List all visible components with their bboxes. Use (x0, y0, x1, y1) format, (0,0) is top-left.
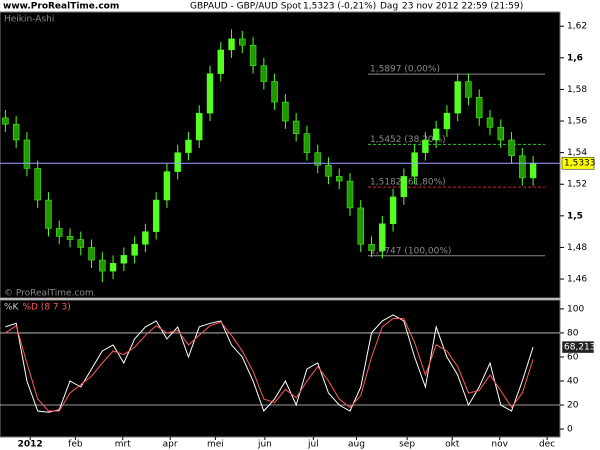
candle-body (185, 139, 192, 153)
candle-body (303, 133, 311, 153)
candle-body (529, 162, 537, 179)
candle-body (389, 196, 397, 224)
y-tick-label: 100 (567, 304, 584, 314)
y-tick-label: 40 (567, 376, 579, 386)
candle-body (77, 239, 84, 248)
stochastic-line (5, 314, 534, 413)
candle-body (260, 65, 268, 82)
candle-body (217, 49, 224, 74)
candle-body (476, 97, 483, 119)
candle-body (486, 117, 494, 128)
candle-body (508, 139, 515, 157)
y-tick-label: 1,5 (567, 211, 583, 221)
x-tick-label: dec (539, 440, 555, 450)
fib-label: 1,5182 (61,80%) (370, 178, 446, 188)
candle-body (346, 180, 354, 209)
x-tick-label: nov (491, 440, 508, 450)
value-box (561, 340, 595, 354)
watermark: © ProRealTime.com (4, 289, 94, 299)
candle-body (174, 152, 181, 172)
candle-body (432, 128, 440, 141)
y-tick-label: 1,54 (567, 148, 587, 158)
x-tick-label: sep (399, 440, 415, 450)
y-tick-label: 80 (567, 328, 579, 338)
candle-body (228, 38, 235, 51)
value-box-label: 68,213 (564, 343, 596, 353)
candle-body (249, 44, 257, 66)
stochastic-line (5, 318, 534, 412)
y-tick-label: 1,58 (567, 85, 587, 95)
candle-body (66, 236, 74, 240)
y-tick-label: 1,56 (567, 117, 587, 127)
y-tick-label: 1,6 (567, 53, 583, 63)
candle-body (88, 247, 95, 261)
price-box-label: 1,5333 (564, 159, 596, 169)
candle-body (45, 199, 52, 229)
y-tick-label: 0 (567, 425, 573, 435)
fib-label: 1,4747 (100,00%) (370, 246, 451, 256)
candle-body (282, 101, 289, 122)
y-tick-label: 20 (567, 401, 579, 411)
candle-body (23, 139, 31, 169)
candle-body (336, 176, 343, 182)
x-tick-label: okt (445, 440, 460, 450)
y-tick-label: 60 (567, 352, 579, 362)
x-tick-label: apr (163, 440, 178, 450)
candle-body (422, 139, 429, 153)
site: www.ProRealTime.com (3, 2, 119, 12)
candle-body (109, 262, 117, 272)
candle-body (400, 176, 408, 198)
x-tick-label: feb (68, 440, 83, 450)
candle-body (519, 155, 526, 179)
candle-body (206, 73, 214, 114)
candle-body (34, 168, 41, 201)
period: Dag (380, 2, 398, 12)
y-tick-label: 1,62 (567, 22, 587, 32)
x-tick-label: mrt (115, 440, 131, 450)
x-tick-label: aug (348, 440, 365, 450)
stochastic-panel (0, 299, 561, 438)
price-box (561, 156, 595, 170)
legend-entry: %K (4, 303, 20, 313)
candle-body (314, 152, 321, 166)
legend-entry: %D (8 7 3) (22, 303, 70, 313)
y-tick-label: 1,46 (567, 275, 587, 285)
candle-body (368, 244, 375, 251)
candle-body (142, 231, 149, 245)
fib-label: 1,5452 (38,20%) (370, 135, 446, 145)
x-tick-label: mei (207, 440, 224, 450)
candle-body (99, 259, 106, 272)
candle-body (152, 199, 160, 232)
y-tick-label: 1,48 (567, 243, 587, 253)
x-tick-label: jul (307, 440, 319, 450)
candle-body (292, 120, 300, 134)
candle-body (325, 165, 332, 177)
instrument: GBPAUD - GBP/AUD Spot (190, 2, 302, 12)
x-tick-label: 2012 (18, 440, 43, 450)
quote: 1,5323 (-0,21%) (303, 2, 376, 12)
candle-body (2, 117, 9, 125)
candle-body (239, 38, 246, 46)
candle-body (271, 81, 278, 103)
fib-label: 1,5897 (0,00%) (370, 65, 440, 75)
price-panel (0, 11, 561, 299)
candle-body (465, 81, 472, 98)
candle-body (120, 255, 128, 264)
y-tick-label: 1,52 (567, 180, 587, 190)
candle-body (56, 228, 63, 237)
candle-body (411, 152, 418, 177)
timestamp: 23 nov 2012 22:59 (21:59) (402, 2, 523, 12)
x-tick-label: jun (257, 440, 272, 450)
indicator-label: Heikin-Ashi (4, 15, 54, 25)
candle-body (454, 81, 461, 114)
candle-body (131, 244, 138, 256)
candle-body (163, 171, 171, 201)
candle-body (497, 127, 504, 141)
candle-body (357, 207, 364, 245)
candle-body (443, 112, 451, 130)
candle-body (12, 123, 20, 141)
candle-body (379, 223, 386, 251)
candle-body (196, 112, 203, 141)
